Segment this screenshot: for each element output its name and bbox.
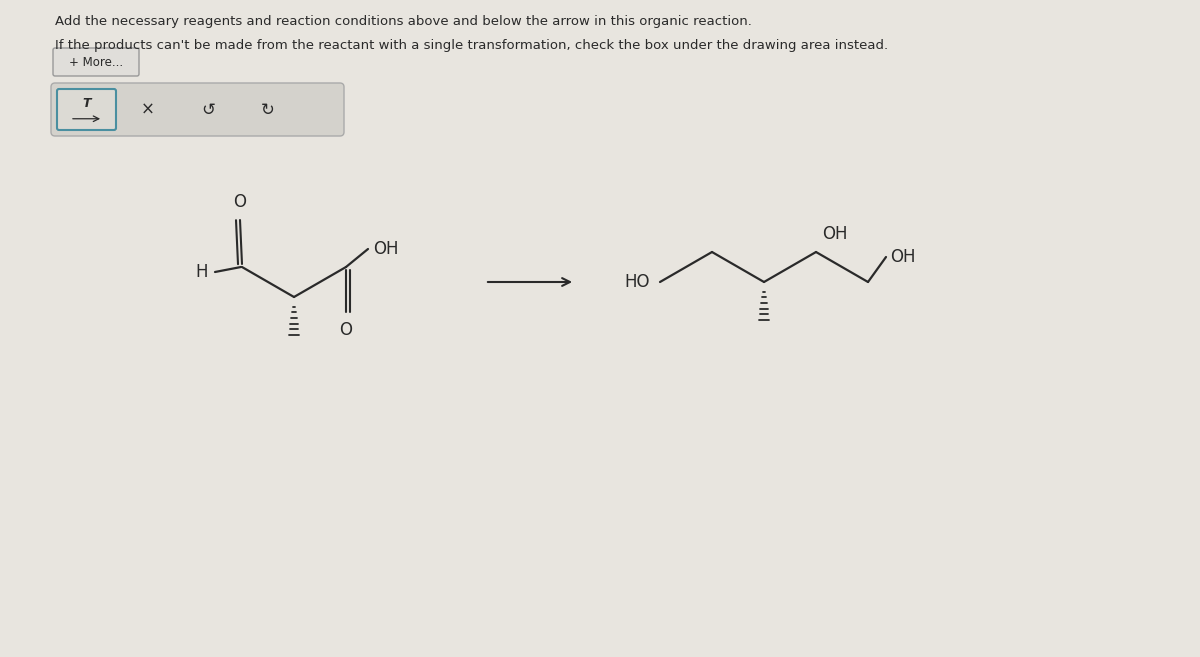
Text: H: H — [196, 263, 209, 281]
Text: O: O — [234, 193, 246, 211]
Text: OH: OH — [373, 240, 398, 258]
Text: ×: × — [142, 101, 155, 118]
Text: + More...: + More... — [68, 55, 124, 68]
Text: Add the necessary reagents and reaction conditions above and below the arrow in : Add the necessary reagents and reaction … — [55, 15, 752, 28]
Text: HO: HO — [624, 273, 650, 291]
Text: T: T — [83, 97, 91, 110]
FancyBboxPatch shape — [50, 83, 344, 136]
FancyBboxPatch shape — [53, 48, 139, 76]
Text: OH: OH — [890, 248, 916, 266]
Text: O: O — [340, 321, 353, 339]
Text: ↺: ↺ — [202, 101, 215, 118]
Text: If the products can't be made from the reactant with a single transformation, ch: If the products can't be made from the r… — [55, 39, 888, 52]
Text: OH: OH — [822, 225, 847, 243]
Text: ↻: ↻ — [262, 101, 275, 118]
FancyBboxPatch shape — [58, 89, 116, 130]
